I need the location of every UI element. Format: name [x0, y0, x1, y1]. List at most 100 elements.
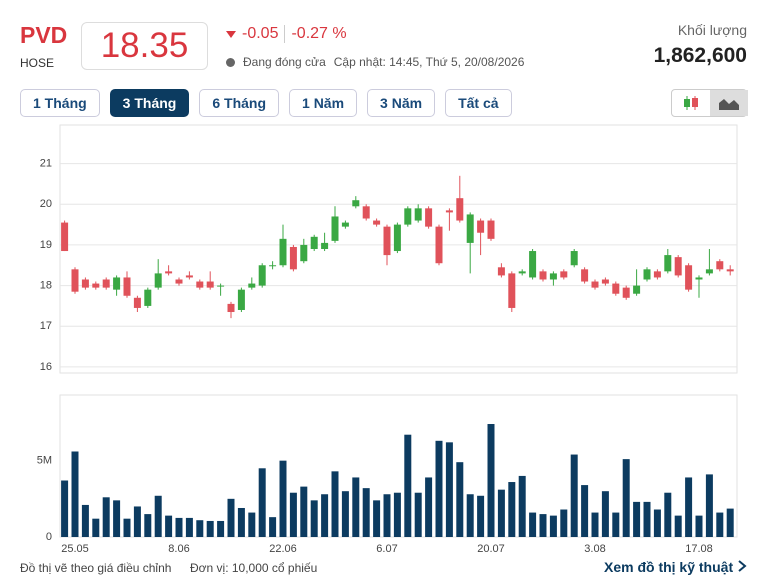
link-text[interactable]: Xem đồ thị kỹ thuật	[603, 559, 734, 575]
candle-body	[466, 214, 474, 243]
volume-bar	[716, 512, 724, 537]
volume-bar	[352, 477, 360, 537]
y-tick-label: 19	[40, 239, 52, 251]
icon	[684, 96, 698, 110]
y-tick-label: 5M	[37, 455, 52, 467]
candle-body	[321, 242, 329, 249]
candle-body	[248, 283, 256, 288]
x-tick-label: 8.06	[168, 543, 189, 555]
candle-body	[289, 246, 297, 270]
volume-bar	[549, 515, 557, 537]
x-tick-label: 20.07	[477, 543, 505, 555]
candle-body	[352, 200, 360, 207]
candle-body	[185, 275, 193, 278]
volume: 1,862,600	[653, 44, 747, 67]
candle-body	[196, 281, 204, 288]
status-dot	[226, 57, 235, 67]
range-button[interactable]: Tất cả	[445, 89, 512, 117]
candle-body	[300, 244, 308, 262]
change: -0.05	[242, 25, 279, 42]
candle-body	[549, 273, 557, 280]
change-pct: -0.27 %	[291, 25, 347, 42]
volume-bar	[685, 477, 693, 537]
candle-body	[133, 297, 141, 308]
y-tick-label: 21	[40, 158, 52, 170]
candle-body	[144, 289, 152, 306]
plot-frame	[59, 124, 738, 374]
volume-bar	[508, 482, 516, 537]
candle-body	[653, 271, 661, 278]
y-tick-label: 0	[46, 531, 52, 543]
change-row: -0.05 -0.27 %	[226, 25, 347, 43]
candle-body	[705, 269, 713, 274]
volume-bar	[217, 520, 225, 537]
volume-bar	[71, 451, 79, 537]
volume-bar	[185, 517, 193, 537]
volume-bar	[591, 512, 599, 537]
volume-bar	[570, 454, 578, 537]
volume-bar	[612, 512, 620, 537]
y-tick-label: 16	[40, 361, 52, 373]
volume-bar	[196, 520, 204, 537]
area-icon[interactable]	[710, 90, 748, 116]
range-buttons: 1 Tháng 3 Tháng 6 Tháng 1 Năm 3 Năm Tất cả	[20, 89, 512, 117]
candle-body	[591, 281, 599, 288]
candle-body	[685, 265, 693, 290]
chart: 16 17 18 19 20 21 0 5M 25.05 8.06 22.06 6.07 20.07 3.…	[37, 124, 738, 555]
volume-bar	[61, 480, 69, 537]
y-tick-label: 17	[40, 320, 52, 332]
range-button[interactable]: 1 Tháng	[20, 89, 100, 117]
candle-body	[341, 222, 349, 227]
candle-body	[175, 279, 183, 284]
volume-bar	[258, 468, 266, 537]
volume-bar	[362, 488, 370, 537]
candle-body	[373, 220, 381, 225]
volume-bar	[560, 509, 568, 537]
volume-bar	[622, 459, 630, 537]
icon	[719, 99, 739, 110]
down-arrow	[226, 30, 236, 38]
volume-bar	[477, 495, 485, 537]
volume-bar	[425, 477, 433, 537]
candle-body	[497, 267, 505, 276]
candle-body	[726, 269, 734, 272]
volume-bar	[289, 492, 297, 537]
candle-body	[633, 285, 641, 294]
candle-body	[560, 271, 568, 278]
candle-body	[206, 281, 214, 288]
candle-body	[279, 238, 287, 266]
candle-body	[331, 216, 339, 241]
price: 18.35	[81, 22, 208, 70]
candle-body	[643, 269, 651, 280]
candle-body	[445, 210, 453, 213]
volume-bar	[144, 514, 152, 537]
volume-bar	[373, 500, 381, 537]
candle-icon[interactable]	[672, 90, 710, 116]
volume-bar	[404, 434, 412, 537]
range-button[interactable]: 3 Tháng	[109, 89, 190, 117]
volume-bar	[279, 460, 287, 537]
volume-bar	[539, 514, 547, 537]
technical-link[interactable]: Xem đồ thị kỹ thuật	[604, 559, 747, 575]
volume-bar	[674, 515, 682, 537]
candle-body	[237, 289, 245, 310]
volume-bar	[175, 517, 183, 537]
range-button[interactable]: 3 Năm	[367, 89, 436, 117]
range-button[interactable]: 6 Tháng	[199, 89, 280, 117]
candle-body	[508, 273, 516, 308]
updated: Cập nhật: 14:45, Thứ 5, 20/08/2026	[333, 55, 525, 69]
volume-bar	[581, 485, 589, 537]
volume-bar	[331, 471, 339, 537]
candle-body	[518, 271, 526, 274]
volume-bar	[123, 518, 131, 537]
range-button[interactable]: 1 Năm	[289, 89, 358, 117]
candle-body	[456, 198, 464, 221]
volume-bar	[81, 504, 89, 537]
volume-bar	[705, 474, 713, 537]
candle-body	[383, 226, 391, 256]
status-row: Đang đóng cửa Cập nhật: 14:45, Thứ 5, 20/…	[226, 55, 524, 69]
y-tick-label: 18	[40, 279, 52, 291]
volume-bar	[695, 515, 703, 537]
x-tick-label: 3.08	[584, 543, 605, 555]
candle-body	[664, 255, 672, 272]
